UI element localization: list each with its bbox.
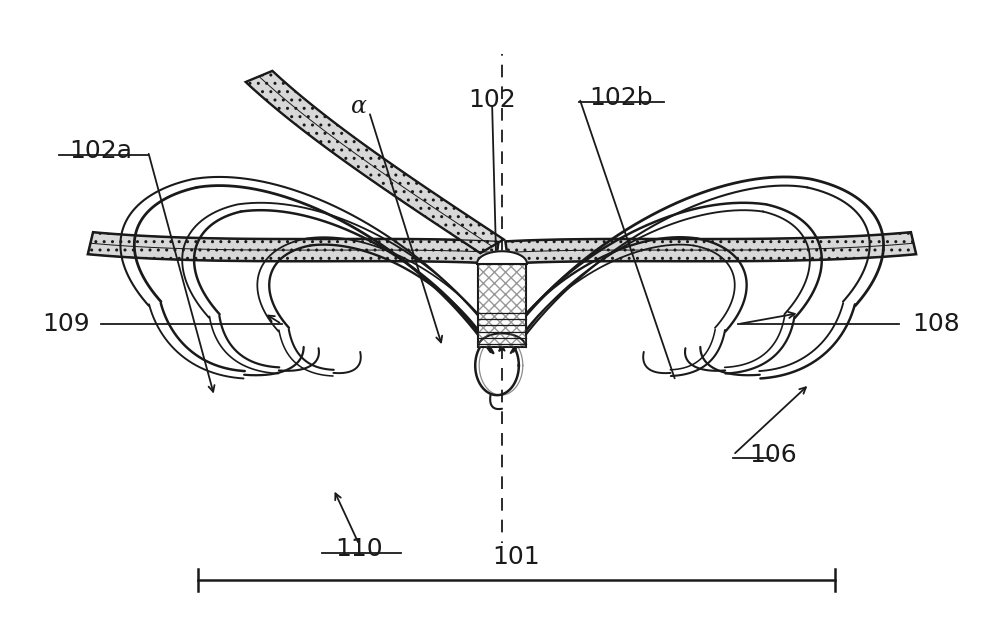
Text: 102a: 102a: [69, 139, 132, 163]
Text: 108: 108: [912, 312, 960, 336]
Text: 102: 102: [468, 88, 516, 112]
Polygon shape: [88, 232, 499, 264]
Text: α: α: [351, 95, 367, 118]
Text: 106: 106: [749, 443, 797, 467]
Text: 102b: 102b: [589, 86, 653, 110]
FancyBboxPatch shape: [478, 264, 526, 347]
Text: 101: 101: [493, 545, 540, 568]
Polygon shape: [478, 334, 526, 347]
Text: 110: 110: [335, 537, 383, 561]
Polygon shape: [505, 232, 916, 264]
Text: 109: 109: [42, 312, 89, 336]
Polygon shape: [477, 251, 527, 264]
Polygon shape: [246, 71, 504, 253]
